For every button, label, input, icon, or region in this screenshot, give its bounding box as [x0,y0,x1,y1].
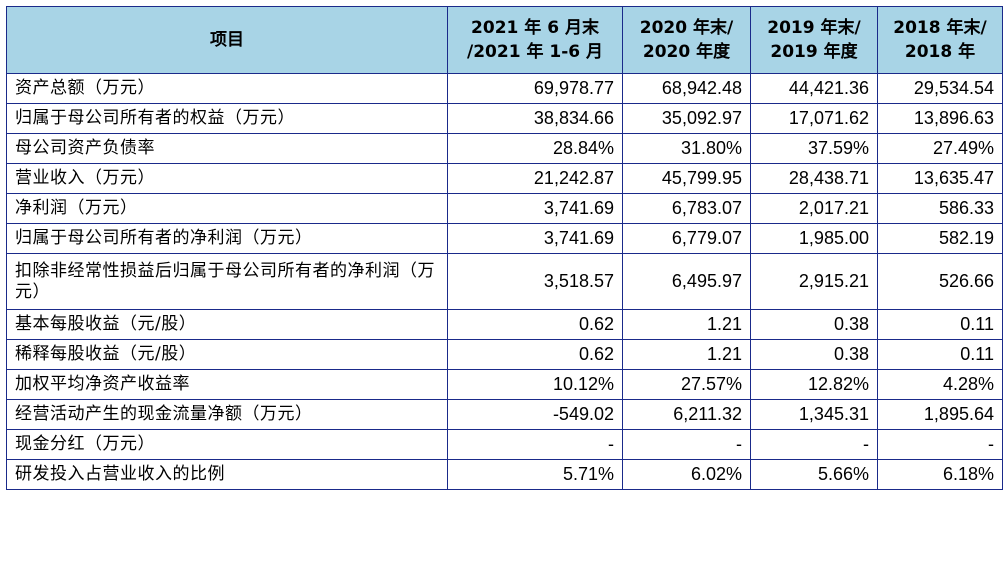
header-2021-h1: 2021 年 6 月末 /2021 年 1-6 月 [447,6,623,74]
cell-value: 38,834.66 [447,103,623,134]
cell-value: 1.21 [622,339,751,370]
table-row: 扣除非经常性损益后归属于母公司所有者的净利润（万元） 3,518.57 6,49… [6,253,1003,310]
cell-value: 28.84% [447,133,623,164]
header-row: 项目 2021 年 6 月末 /2021 年 1-6 月 2020 年末/ 20… [6,6,1003,74]
cell-value: 37.59% [750,133,878,164]
row-label: 扣除非经常性损益后归属于母公司所有者的净利润（万元） [6,253,448,310]
cell-value: 68,942.48 [622,73,751,104]
cell-value: 0.62 [447,339,623,370]
cell-value: 35,092.97 [622,103,751,134]
cell-value: - [622,429,751,460]
table-row: 研发投入占营业收入的比例 5.71% 6.02% 5.66% 6.18% [6,459,1003,490]
cell-value: 1,345.31 [750,399,878,430]
cell-value: 17,071.62 [750,103,878,134]
cell-value: 6,495.97 [622,253,751,310]
header-2020-line1: 2020 年末/ [639,18,734,38]
cell-value: 2,017.21 [750,193,878,224]
row-label: 归属于母公司所有者的净利润（万元） [6,223,448,254]
table-row: 资产总额（万元） 69,978.77 68,942.48 44,421.36 2… [6,73,1003,104]
cell-value: 0.38 [750,309,878,340]
cell-value: 586.33 [877,193,1003,224]
cell-value: 12.82% [750,369,878,400]
row-label: 归属于母公司所有者的权益（万元） [6,103,448,134]
header-item: 项目 [6,6,448,74]
table-row: 归属于母公司所有者的净利润（万元） 3,741.69 6,779.07 1,98… [6,223,1003,254]
table-row: 基本每股收益（元/股） 0.62 1.21 0.38 0.11 [6,309,1003,340]
table-row: 归属于母公司所有者的权益（万元） 38,834.66 35,092.97 17,… [6,103,1003,134]
table-row: 净利润（万元） 3,741.69 6,783.07 2,017.21 586.3… [6,193,1003,224]
cell-value: 5.66% [750,459,878,490]
cell-value: - [447,429,623,460]
cell-value: 0.11 [877,339,1003,370]
cell-value: 6,211.32 [622,399,751,430]
cell-value: 28,438.71 [750,163,878,194]
cell-value: 1,985.00 [750,223,878,254]
header-2018-line1: 2018 年末/ [893,18,987,38]
cell-value: - [877,429,1003,460]
table-row: 母公司资产负债率 28.84% 31.80% 37.59% 27.49% [6,133,1003,164]
table-row: 经营活动产生的现金流量净额（万元） -549.02 6,211.32 1,345… [6,399,1003,430]
header-2019-line2: 2019 年度 [770,42,858,62]
cell-value: 1.21 [622,309,751,340]
cell-value: 6.18% [877,459,1003,490]
row-label: 母公司资产负债率 [6,133,448,164]
cell-value: 3,741.69 [447,193,623,224]
row-label: 研发投入占营业收入的比例 [6,459,448,490]
row-label: 加权平均净资产收益率 [6,369,448,400]
cell-value: 2,915.21 [750,253,878,310]
cell-value: 10.12% [447,369,623,400]
cell-value: 3,741.69 [447,223,623,254]
cell-value: 6,783.07 [622,193,751,224]
financial-table-container: 项目 2021 年 6 月末 /2021 年 1-6 月 2020 年末/ 20… [6,6,1003,490]
cell-value: 0.11 [877,309,1003,340]
row-label: 资产总额（万元） [6,73,448,104]
row-label: 营业收入（万元） [6,163,448,194]
header-2020-line2: 2020 年度 [642,42,731,62]
header-2019: 2019 年末/ 2019 年度 [750,6,878,74]
cell-value: 6,779.07 [622,223,751,254]
cell-value: 526.66 [877,253,1003,310]
cell-value: -549.02 [447,399,623,430]
table-row: 加权平均净资产收益率 10.12% 27.57% 12.82% 4.28% [6,369,1003,400]
cell-value: 31.80% [622,133,751,164]
header-2018-line2: 2018 年 [904,42,976,62]
table-row: 现金分红（万元） - - - - [6,429,1003,460]
header-2018: 2018 年末/ 2018 年 [877,6,1003,74]
cell-value: 27.57% [622,369,751,400]
cell-value: 5.71% [447,459,623,490]
cell-value: 27.49% [877,133,1003,164]
header-2020: 2020 年末/ 2020 年度 [622,6,751,74]
header-item-label: 项目 [210,30,244,50]
table-row: 营业收入（万元） 21,242.87 45,799.95 28,438.71 1… [6,163,1003,194]
cell-value: 3,518.57 [447,253,623,310]
cell-value: 13,635.47 [877,163,1003,194]
header-2021-line1: 2021 年 6 月末 [471,18,599,38]
cell-value: 1,895.64 [877,399,1003,430]
row-label: 净利润（万元） [6,193,448,224]
cell-value: 0.38 [750,339,878,370]
cell-value: 69,978.77 [447,73,623,104]
cell-value: 582.19 [877,223,1003,254]
cell-value: 45,799.95 [622,163,751,194]
row-label: 经营活动产生的现金流量净额（万元） [6,399,448,430]
cell-value: 6.02% [622,459,751,490]
cell-value: 29,534.54 [877,73,1003,104]
cell-value: 44,421.36 [750,73,878,104]
row-label: 现金分红（万元） [6,429,448,460]
table-row: 稀释每股收益（元/股） 0.62 1.21 0.38 0.11 [6,339,1003,370]
cell-value: 0.62 [447,309,623,340]
cell-value: 13,896.63 [877,103,1003,134]
cell-value: 21,242.87 [447,163,623,194]
cell-value: - [750,429,878,460]
row-label: 稀释每股收益（元/股） [6,339,448,370]
row-label: 基本每股收益（元/股） [6,309,448,340]
cell-value: 4.28% [877,369,1003,400]
header-2019-line1: 2019 年末/ [767,18,861,38]
header-2021-line2: /2021 年 1-6 月 [467,42,603,62]
financial-summary-table: 项目 2021 年 6 月末 /2021 年 1-6 月 2020 年末/ 20… [6,6,1003,490]
